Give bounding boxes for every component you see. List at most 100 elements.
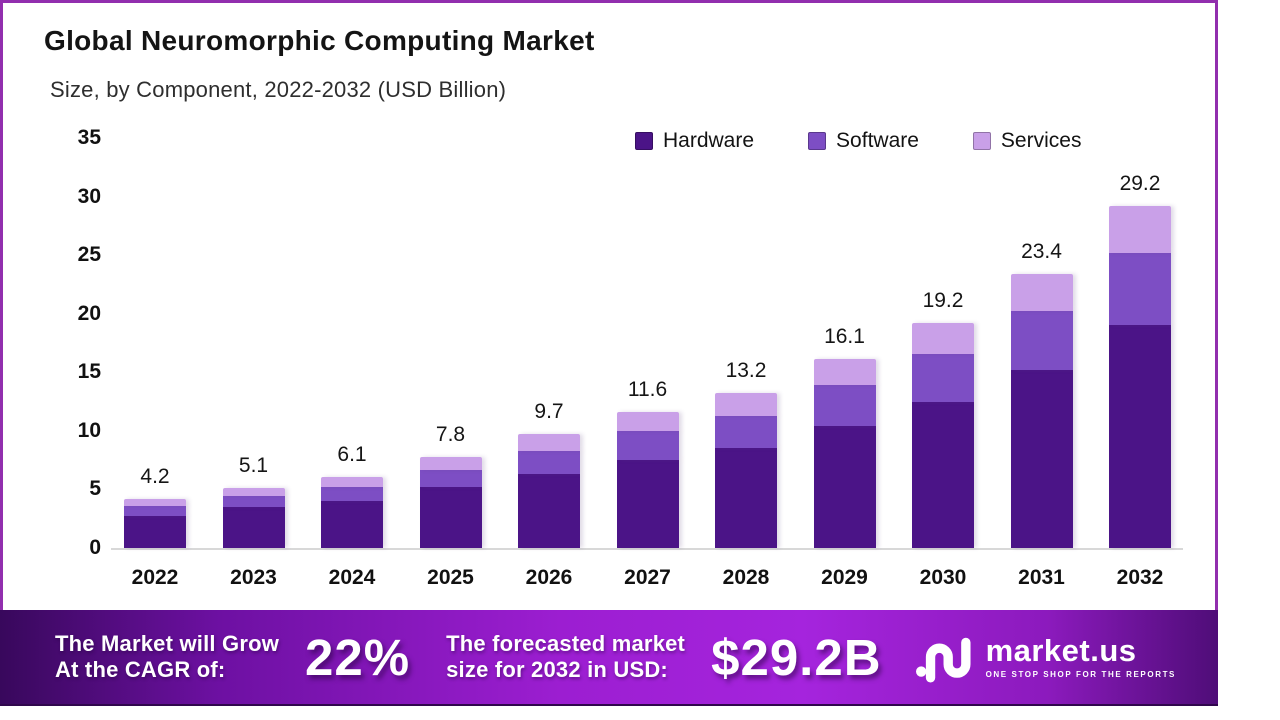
bar-2027 [616, 412, 679, 548]
bar-segment-software-2024 [321, 487, 383, 502]
forecast-value: $29.2B [711, 628, 882, 686]
legend-swatch-hardware [635, 132, 653, 150]
legend-label: Hardware [663, 129, 755, 152]
page-title: Global Neuromorphic Computing Market [44, 25, 595, 56]
bar-segment-hardware-2028 [715, 448, 777, 548]
bar-segment-hardware-2023 [222, 507, 285, 548]
bar-2029 [813, 359, 876, 548]
bar-segment-software-2025 [419, 469, 482, 488]
bar-segment-services-2029 [813, 359, 876, 386]
marketus-logo-icon [915, 637, 971, 683]
bar-segment-services-2028 [715, 393, 777, 416]
bar-value-label-2022: 4.2 [140, 464, 170, 488]
forecast-label: The forecasted market size for 2032 in U… [446, 631, 685, 683]
bar-segment-software-2031 [1010, 311, 1073, 370]
y-tick-label: 0 [89, 536, 101, 559]
bar-segment-hardware-2024 [321, 501, 383, 548]
bar-segment-services-2026 [518, 434, 580, 451]
bar-2032 [1109, 205, 1171, 548]
x-axis-label-2028: 2028 [722, 566, 770, 589]
bar-value-label-2032: 29.2 [1119, 171, 1161, 195]
y-tick-label: 15 [77, 360, 101, 384]
y-tick-label: 35 [77, 126, 101, 149]
bar-segment-hardware-2029 [813, 426, 876, 548]
bar-segment-services-2027 [616, 412, 679, 431]
chart-plot-area: 4.2 2022 5.1 2023 6.1 2024 7.8 2025 9.7 2026 11.6 2… [111, 138, 1183, 589]
bar-segment-services-2022 [124, 498, 186, 506]
logo-tagline: ONE STOP SHOP FOR THE REPORTS [985, 670, 1176, 679]
bar-2023 [222, 488, 285, 548]
x-axis-label-2022: 2022 [131, 566, 179, 589]
x-axis-label-2027: 2027 [624, 566, 671, 589]
y-tick-label: 30 [77, 184, 101, 208]
bar-2025 [419, 456, 482, 548]
x-axis-label-2024: 2024 [328, 566, 376, 589]
bar-segment-hardware-2027 [616, 460, 679, 548]
forecast-label-line2: size for 2032 in USD: [446, 657, 668, 682]
bar-value-label-2025: 7.8 [435, 422, 466, 446]
legend-label: Software [836, 129, 919, 152]
x-axis-label-2030: 2030 [919, 566, 967, 589]
legend-item-hardware: Hardware [635, 129, 754, 153]
bar-segment-hardware-2030 [912, 401, 974, 548]
bar-segment-software-2028 [715, 415, 777, 449]
cagr-value: 22% [305, 628, 411, 686]
legend-label: Services [1000, 129, 1082, 152]
page-subtitle: Size, by Component, 2022-2032 (USD Billi… [50, 77, 507, 102]
y-tick-label: 20 [77, 301, 101, 325]
x-axis-label-2031: 2031 [1018, 566, 1065, 589]
bar-segment-software-2023 [222, 496, 285, 507]
x-axis-label-2026: 2026 [525, 566, 573, 589]
cagr-label: The Market will Grow At the CAGR of: [55, 631, 279, 683]
bar-2024 [321, 476, 383, 548]
bar-segment-hardware-2025 [419, 487, 482, 548]
bar-segment-services-2032 [1109, 205, 1171, 253]
x-axis-label-2029: 2029 [821, 566, 868, 589]
legend-swatch-services [972, 132, 991, 150]
bar-segment-software-2029 [813, 385, 876, 427]
logo-name: market.us [985, 633, 1137, 668]
infographic-frame: Global Neuromorphic Computing Market Siz… [0, 0, 1218, 706]
bar-segment-hardware-2026 [518, 474, 580, 548]
cagr-label-line2: At the CAGR of: [55, 657, 226, 682]
cagr-label-line1: The Market will Grow [55, 631, 280, 657]
forecast-label-line1: The forecasted market [446, 631, 686, 657]
bar-segment-services-2023 [222, 488, 285, 497]
chart-legend: Hardware Software Services [635, 129, 1081, 153]
bar-segment-services-2025 [419, 456, 482, 470]
bar-value-label-2027: 11.6 [627, 378, 668, 402]
bar-segment-services-2024 [321, 476, 383, 488]
bar-2022 [124, 498, 186, 548]
bar-value-label-2023: 5.1 [238, 454, 269, 478]
y-axis: 0 5 10 15 20 25 30 35 [33, 126, 101, 559]
bar-value-label-2030: 19.2 [922, 289, 964, 313]
banner: The Market will Grow At the CAGR of: 22%… [0, 610, 1218, 706]
bar-segment-hardware-2022 [124, 516, 186, 548]
legend-item-software: Software [808, 129, 919, 153]
bar-2028 [715, 393, 777, 548]
x-axis-label-2023: 2023 [230, 566, 277, 589]
marketus-logo: market.us ONE STOP SHOP FOR THE REPORTS [912, 630, 1176, 684]
bar-2026 [518, 434, 580, 548]
y-tick-label: 10 [77, 418, 101, 442]
bar-segment-hardware-2031 [1010, 369, 1073, 548]
y-tick-label: 5 [89, 477, 101, 501]
bar-segment-software-2022 [124, 505, 186, 517]
x-axis-label-2032: 2032 [1116, 566, 1164, 589]
bar-segment-software-2032 [1109, 252, 1171, 326]
bar-value-label-2024: 6.1 [337, 442, 367, 466]
logo-text-block: market.us ONE STOP SHOP FOR THE REPORTS [986, 635, 1176, 679]
legend-swatch-software [808, 132, 827, 150]
y-tick-label: 25 [77, 243, 101, 267]
bar-2030 [912, 323, 974, 548]
bar-value-label-2028: 13.2 [725, 359, 767, 383]
legend-item-services: Services [972, 129, 1082, 153]
bar-segment-software-2027 [616, 430, 679, 461]
bar-value-label-2031: 23.4 [1021, 239, 1062, 263]
bar-2031 [1010, 273, 1073, 548]
bar-segment-services-2031 [1010, 273, 1073, 312]
bar-segment-software-2026 [518, 450, 580, 475]
bar-segment-software-2030 [912, 353, 974, 402]
bar-value-label-2029: 16.1 [824, 325, 865, 349]
bar-value-label-2026: 9.7 [534, 400, 564, 424]
